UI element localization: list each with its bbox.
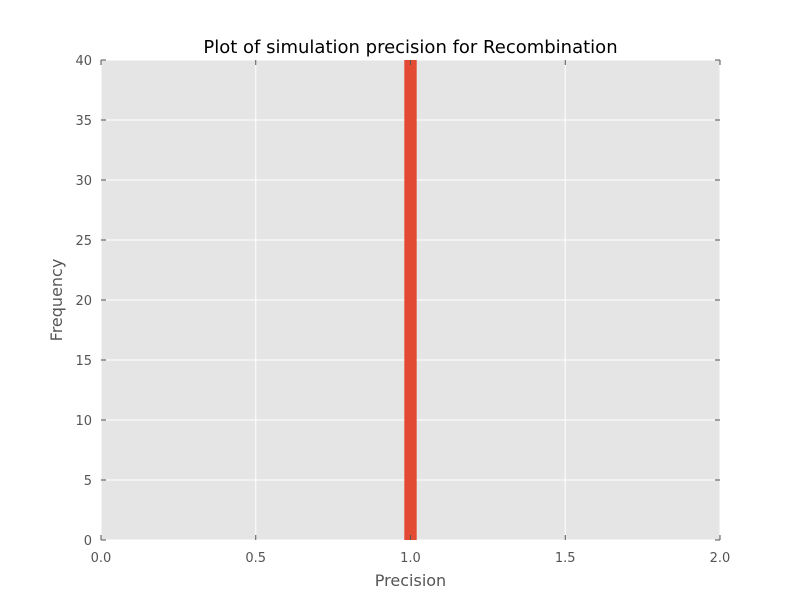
bars — [404, 60, 417, 540]
x-tick-label: 0.0 — [91, 551, 112, 566]
x-tick-label: 0.5 — [245, 551, 266, 566]
y-tick-label: 15 — [75, 354, 92, 369]
x-tick-label: 1.5 — [555, 551, 576, 566]
x-tick-label: 2.0 — [710, 551, 731, 566]
x-axis-label: Precision — [375, 571, 446, 590]
y-tick-label: 25 — [75, 234, 92, 249]
x-tick-labels: 0.0 0.5 1.0 1.5 2.0 — [91, 551, 731, 566]
histogram-bar — [404, 60, 417, 540]
chart-title: Plot of simulation precision for Recombi… — [203, 37, 617, 58]
x-tick-label: 1.0 — [400, 551, 421, 566]
y-tick-label: 0 — [84, 534, 92, 549]
y-tick-labels: 0 5 10 15 20 25 30 35 40 — [75, 54, 92, 549]
y-tick-label: 35 — [75, 114, 92, 129]
y-tick-label: 40 — [75, 54, 92, 69]
ticks — [100, 59, 721, 541]
y-tick-label: 20 — [75, 294, 92, 309]
y-tick-label: 10 — [75, 414, 92, 429]
y-tick-label: 30 — [75, 174, 92, 189]
y-axis-label: Frequency — [47, 259, 66, 342]
y-tick-label: 5 — [84, 474, 92, 489]
